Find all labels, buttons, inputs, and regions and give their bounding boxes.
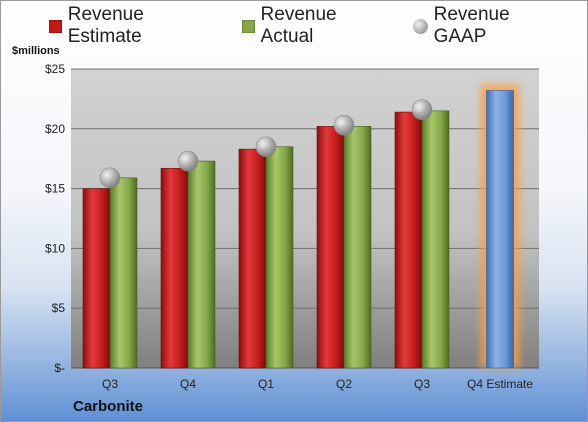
legend-entry-actual: Revenue Actual: [241, 4, 391, 48]
grid-lines: [71, 68, 539, 369]
x-tick-label: Q4: [180, 377, 196, 391]
legend-label-estimate: Revenue Estimate: [67, 4, 144, 47]
y-tick-label: $5: [52, 301, 66, 315]
company-name: Carbonite: [73, 398, 144, 415]
y-axis-ticks: $- $5 $10 $15 $20 $25: [45, 62, 65, 375]
bar-revenue-estimate: [316, 126, 345, 369]
point-revenue-gaap: [333, 114, 355, 136]
y-tick-label: $-: [54, 361, 65, 375]
legend-swatch-actual: [241, 19, 255, 33]
x-tick-label: Q3: [102, 377, 118, 391]
point-revenue-gaap: [255, 136, 277, 158]
bar-revenue-actual: [265, 146, 294, 369]
x-tick-label: Q3: [414, 377, 430, 391]
bar-revenue-actual: [343, 126, 372, 369]
bar-forecast: [486, 90, 514, 369]
x-tick-label: Q2: [336, 377, 352, 391]
legend-label-gaap: Revenue GAAP: [433, 4, 510, 47]
bar-series: [82, 84, 520, 369]
bar-revenue-estimate: [160, 167, 189, 369]
bar-revenue-estimate: [238, 148, 267, 369]
x-axis-ticks: Q3 Q4 Q1 Q2 Q3 Q4 Estimate: [102, 377, 533, 391]
y-tick-label: $25: [45, 62, 65, 76]
x-tick-label: Q1: [258, 377, 274, 391]
point-revenue-gaap: [99, 167, 121, 189]
y-tick-label: $15: [45, 182, 65, 196]
point-revenue-gaap: [177, 150, 199, 172]
bar-revenue-estimate: [394, 111, 423, 369]
legend-swatch-estimate: [49, 19, 62, 33]
legend-entry-estimate: Revenue Estimate: [49, 4, 220, 48]
bar-revenue-actual: [109, 177, 138, 369]
bar-revenue-actual: [187, 160, 216, 369]
legend-label-actual: Revenue Actual: [260, 4, 337, 47]
plot-area: [71, 69, 539, 368]
y-tick-label: $10: [45, 241, 65, 255]
point-revenue-gaap: [411, 99, 433, 120]
legend-entry-gaap: Revenue GAAP: [412, 4, 565, 48]
bar-revenue-actual: [421, 110, 450, 369]
bar-revenue-estimate: [82, 188, 111, 369]
legend-swatch-gaap: [412, 18, 428, 34]
chart-legend: Revenue Estimate Revenue Actual Revenue …: [49, 4, 587, 47]
y-tick-label: $20: [45, 122, 65, 136]
y-axis-unit-label: $millions: [12, 45, 60, 57]
x-tick-label: Q4 Estimate: [467, 377, 533, 391]
